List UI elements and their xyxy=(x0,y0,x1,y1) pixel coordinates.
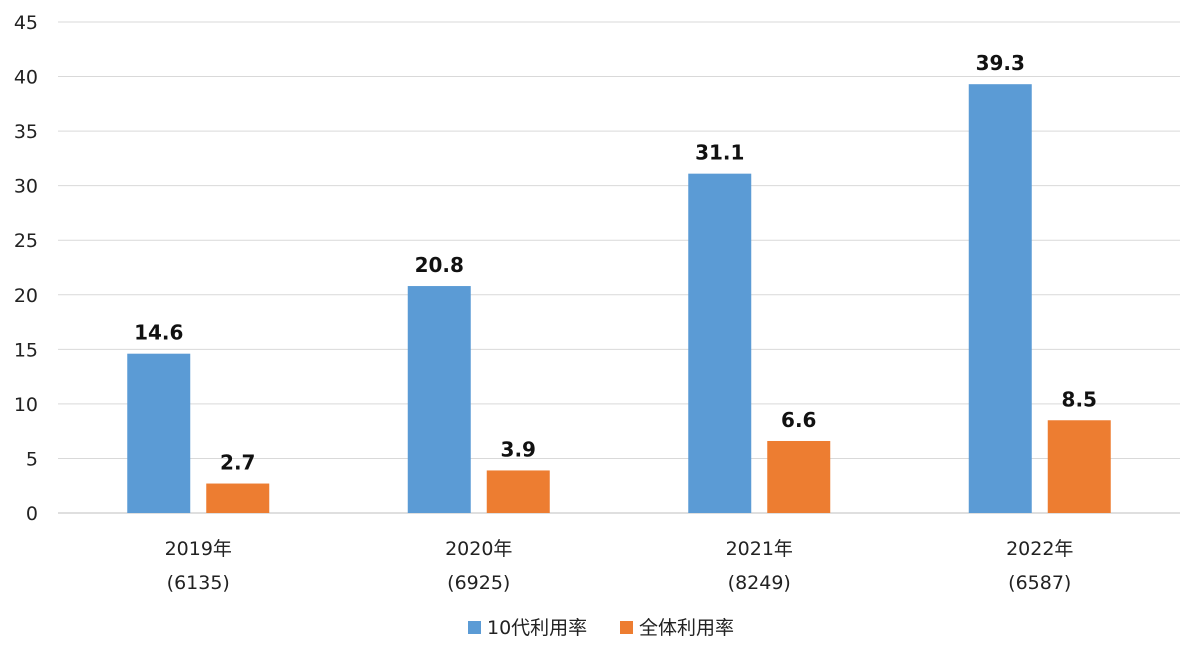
bar-overall-usage xyxy=(767,440,831,513)
data-label: 31.1 xyxy=(695,141,744,165)
bar-teen-usage xyxy=(688,173,752,514)
bar-teen-usage xyxy=(127,353,191,513)
x-category-label: 2020年 xyxy=(445,538,512,560)
x-category-label: 2019年 xyxy=(165,538,232,560)
data-label: 2.7 xyxy=(220,451,255,475)
bar-overall-usage xyxy=(206,483,270,513)
legend-label: 全体利用率 xyxy=(639,617,734,639)
x-category-sublabel: (8249) xyxy=(728,572,791,594)
data-label: 20.8 xyxy=(415,253,464,277)
y-tick-label: 10 xyxy=(14,394,38,416)
x-axis: 2019年 (6135) 2020年 (6925) 2021年 (8249) 2022年 (6… xyxy=(165,538,1074,594)
y-axis-ticks: 0 5 10 15 20 25 30 35 40 45 xyxy=(14,12,38,525)
bar-teen-usage xyxy=(968,84,1032,514)
bars xyxy=(127,84,1111,514)
x-category-label: 2022年 xyxy=(1006,538,1073,560)
data-label: 3.9 xyxy=(501,437,536,461)
data-label: 8.5 xyxy=(1062,387,1097,411)
y-tick-label: 15 xyxy=(14,339,38,361)
y-tick-label: 25 xyxy=(14,230,38,252)
x-category-sublabel: (6587) xyxy=(1008,572,1071,594)
y-tick-label: 45 xyxy=(14,12,38,34)
y-tick-label: 0 xyxy=(26,503,38,525)
legend-swatch xyxy=(468,621,481,634)
legend-label: 10代利用率 xyxy=(487,617,587,639)
bar-teen-usage xyxy=(407,286,471,513)
x-category-sublabel: (6135) xyxy=(167,572,230,594)
x-category-label: 2021年 xyxy=(726,538,793,560)
bar-overall-usage xyxy=(1047,420,1111,513)
y-tick-label: 20 xyxy=(14,285,38,307)
legend-swatch xyxy=(620,621,633,634)
data-label: 14.6 xyxy=(134,321,183,345)
legend: 10代利用率 全体利用率 xyxy=(468,617,734,639)
y-tick-label: 5 xyxy=(26,448,38,470)
y-tick-label: 40 xyxy=(14,67,38,89)
x-category-sublabel: (6925) xyxy=(447,572,510,594)
bar-overall-usage xyxy=(486,470,550,513)
gridlines xyxy=(58,21,1180,514)
data-label: 39.3 xyxy=(976,51,1025,75)
data-labels: 14.6 2.7 20.8 3.9 31.1 6.6 39.3 8.5 xyxy=(134,51,1097,474)
data-label: 6.6 xyxy=(781,408,816,432)
y-tick-label: 35 xyxy=(14,121,38,143)
y-tick-label: 30 xyxy=(14,176,38,198)
